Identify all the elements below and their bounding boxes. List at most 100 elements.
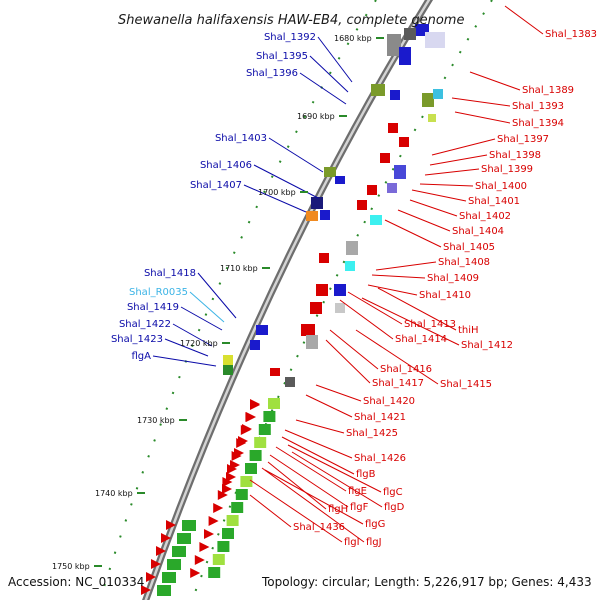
gene-feature: [301, 324, 315, 336]
gene-feature: [208, 516, 219, 526]
gene-feature: [199, 542, 210, 552]
gene-feature: [319, 253, 329, 263]
gene-feature: [306, 335, 318, 349]
gene-label-shal-1396: Shal_1396: [246, 68, 298, 79]
kbp-tick-label: 1730 kbp: [137, 416, 175, 425]
gene-label-shal-1389: Shal_1389: [522, 85, 574, 96]
gene-feature: [367, 185, 377, 195]
accession-text: Accession: NC_010334: [8, 575, 144, 589]
gene-feature: [390, 90, 400, 100]
leader-line: [419, 183, 474, 187]
leader-line: [172, 323, 213, 347]
gene-label-shal-1414: Shal_1414: [395, 334, 447, 345]
gene-feature: [194, 555, 205, 565]
gene-label-flgg: flgG: [365, 519, 385, 530]
leader-line: [281, 436, 355, 475]
gene-feature: [250, 400, 260, 410]
gene-label-shal-1393: Shal_1393: [512, 101, 564, 112]
gene-feature: [151, 559, 161, 569]
gene-feature: [217, 490, 228, 500]
gene-label-shal-1383: Shal_1383: [545, 29, 597, 40]
gene-label-flge: flgE: [348, 486, 367, 497]
gene-label-shal-r0035: Shal_R0035: [129, 287, 188, 298]
gene-label-shal-1419: Shal_1419: [127, 302, 179, 313]
leader-line: [454, 111, 511, 124]
gene-label-shal-1412: Shal_1412: [461, 340, 513, 351]
leader-line: [268, 137, 324, 173]
leader-line: [377, 287, 457, 331]
gene-feature: [208, 567, 221, 578]
gene-feature: [246, 412, 256, 422]
gene-feature: [387, 34, 401, 56]
leader-line: [275, 446, 347, 492]
gene-feature: [425, 32, 445, 48]
gene-feature: [335, 176, 345, 184]
leader-line: [429, 154, 488, 166]
leader-line: [469, 71, 521, 91]
gene-feature: [249, 450, 262, 461]
gene-feature: [242, 424, 252, 434]
gene-feature: [388, 123, 398, 133]
gene-feature: [141, 585, 151, 595]
gene-feature: [166, 520, 176, 530]
leader-line: [431, 138, 496, 156]
gene-label-shal-1410: Shal_1410: [419, 290, 471, 301]
leader-line: [267, 461, 327, 510]
gene-feature: [422, 93, 434, 107]
gene-label-shal-1406: Shal_1406: [200, 160, 252, 171]
leader-line: [261, 467, 365, 543]
leader-line: [299, 72, 347, 105]
leader-line: [305, 394, 353, 418]
kbp-tick-label: 1750 kbp: [52, 562, 90, 571]
gene-features: [141, 24, 445, 596]
gene-feature: [306, 211, 318, 221]
leader-line: [317, 36, 353, 83]
gene-feature: [380, 153, 390, 163]
leader-line: [189, 291, 225, 323]
gene-feature: [245, 463, 257, 474]
gene-feature: [162, 572, 176, 583]
leader-line: [367, 284, 418, 296]
gene-feature: [146, 572, 156, 582]
gene-feature: [172, 546, 186, 557]
gene-feature: [428, 114, 436, 122]
gene-label-shal-1400: Shal_1400: [475, 181, 527, 192]
leader-line: [375, 261, 437, 271]
gene-label-shal-1404: Shal_1404: [452, 226, 504, 237]
leader-line: [397, 209, 451, 232]
gene-feature: [238, 436, 248, 446]
leader-line: [355, 329, 439, 385]
genome-backbone-highlight: [144, 0, 431, 600]
gene-feature: [387, 183, 397, 193]
gene-label-shal-1408: Shal_1408: [438, 257, 490, 268]
gene-feature: [157, 585, 171, 596]
leader-line: [325, 339, 371, 384]
gene-label-shal-1399: Shal_1399: [481, 164, 533, 175]
gene-feature: [399, 47, 411, 65]
gene-feature: [270, 368, 280, 376]
gene-label-flgi: flgI: [344, 537, 360, 548]
gene-feature: [370, 215, 382, 225]
gene-label-flgf: flgF: [350, 502, 369, 513]
leader-line: [249, 494, 292, 528]
gene-feature: [177, 533, 191, 544]
gene-feature: [346, 241, 358, 255]
leader-line: [424, 168, 480, 176]
leader-line: [347, 291, 403, 325]
gene-label-shal-1423: Shal_1423: [111, 334, 163, 345]
gene-feature: [182, 520, 196, 531]
gene-feature: [433, 89, 443, 99]
gene-feature: [404, 28, 416, 40]
gene-feature: [167, 559, 181, 570]
genome-summary-text: Topology: circular; Length: 5,226,917 bp…: [261, 575, 592, 589]
kbp-scale: 1680 kbp 1690 kbp 1700 kbp 1710 kbp 1720 kbp…: [52, 34, 384, 571]
gene-labels: Shal_1392 Shal_1395 Shal_1396 Shal_1403 Shal…: [111, 29, 597, 548]
gene-feature: [263, 411, 276, 422]
gene-feature: [226, 472, 236, 482]
leader-line: [309, 55, 349, 93]
gene-feature: [240, 476, 253, 487]
leader-line: [361, 297, 460, 346]
kbp-tick-label: 1720 kbp: [180, 339, 218, 348]
